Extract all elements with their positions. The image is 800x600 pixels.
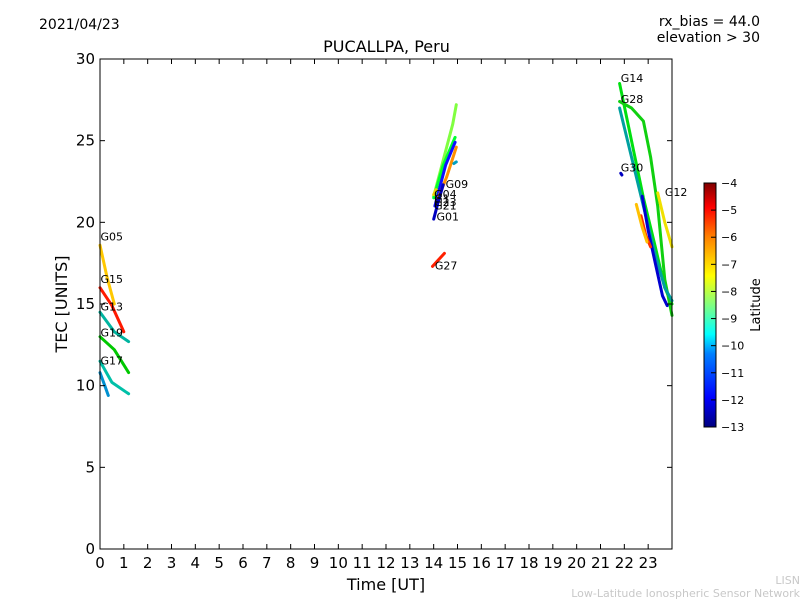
x-tick-label: 0 (95, 554, 105, 572)
colorbar-tick-label: −6 (721, 231, 737, 244)
x-tick-label: 3 (167, 554, 177, 572)
satellite-label: G04 (434, 188, 457, 201)
colorbar-ticks: −4 −5 −6 −7 −8 −9 −10 −11 −12 −13 (711, 177, 744, 434)
series-trace-11 (452, 160, 458, 165)
colorbar-tick-label: −4 (721, 177, 737, 190)
x-tick-label: 7 (262, 554, 272, 572)
y-tick-label: 30 (76, 50, 95, 68)
credit-text: LISN Low-Latitude Ionospheric Sensor Net… (571, 574, 800, 600)
series-trace-g27 (431, 251, 446, 268)
satellite-label: G17 (100, 354, 123, 367)
x-tick-label: 13 (400, 554, 419, 572)
series-trace-g17 (98, 359, 131, 396)
x-tick-label: 8 (286, 554, 296, 572)
series-trace-8 (433, 140, 457, 208)
series-trace-18 (640, 194, 669, 308)
x-tick-label: 17 (496, 554, 515, 572)
satellite-label: G15 (100, 273, 123, 286)
date-label: 2021/04/23 (39, 17, 120, 33)
satellite-label: G14 (621, 72, 644, 85)
y-tick-label: 20 (76, 213, 95, 231)
x-tick-label: 6 (238, 554, 248, 572)
x-tick-label: 1 (119, 554, 129, 572)
credit-line-1: LISN (775, 574, 800, 587)
x-tick-label: 22 (615, 554, 634, 572)
colorbar-tick-label: −12 (721, 394, 744, 407)
x-tick-label: 15 (448, 554, 467, 572)
rx-bias-label: rx_bias = 44.0 (658, 14, 760, 30)
series-trace-7 (432, 135, 457, 200)
satellite-label: G1 (434, 193, 450, 206)
x-tick-label: 5 (214, 554, 224, 572)
x-tick-label: 12 (376, 554, 395, 572)
series-trace-g01 (432, 183, 445, 221)
series-layer (98, 82, 674, 397)
series-trace-g28 (618, 100, 674, 317)
y-tick-label: 15 (76, 295, 95, 313)
x-tick-label: 20 (567, 554, 586, 572)
y-axis: 0 5 10 15 20 25 30 (76, 50, 672, 558)
series-trace-g04 (432, 188, 438, 197)
colorbar-tick-label: −5 (721, 204, 737, 217)
info-box: rx_bias = 44.0 elevation > 30 (657, 14, 760, 46)
elevation-label: elevation > 30 (656, 30, 760, 46)
colorbar (703, 182, 717, 428)
series-trace-g19 (98, 335, 131, 375)
x-tick-label: 21 (591, 554, 610, 572)
colorbar-label: Latitude (749, 278, 764, 332)
plot-area (100, 59, 672, 549)
y-axis-label: TEC [UNITS] (52, 256, 71, 354)
satellite-label: G19 (100, 327, 123, 340)
colorbar-tick-label: −13 (721, 421, 744, 434)
series-trace-g30 (619, 171, 624, 177)
satellite-label: G01 (437, 211, 460, 224)
satellite-label: G30 (621, 162, 644, 175)
satellite-label: G13 (100, 301, 123, 314)
y-tick-label: 25 (76, 132, 95, 150)
satellite-label: G27 (435, 260, 458, 273)
series-trace-g05 (98, 243, 116, 306)
series-trace-g12 (656, 191, 674, 249)
colorbar-tick-label: −7 (721, 258, 737, 271)
x-tick-label: 9 (310, 554, 320, 572)
satellite-label: G28 (621, 93, 644, 106)
series-trace-20 (634, 202, 649, 244)
x-tick-label: 18 (519, 554, 538, 572)
x-tick-label: 11 (353, 554, 372, 572)
satellite-label: G23 (434, 196, 457, 209)
satellite-label: G12 (665, 186, 688, 199)
colorbar-tick-label: −9 (721, 313, 737, 326)
y-tick-label: 5 (85, 458, 95, 476)
chart-title: PUCALLPA, Peru (323, 37, 450, 56)
satellite-label: G09 (446, 178, 469, 191)
x-tick-label: 23 (639, 554, 658, 572)
x-tick-label: 19 (543, 554, 562, 572)
x-tick-label: 2 (143, 554, 153, 572)
colorbar-tick-label: −8 (721, 285, 737, 298)
x-tick-label: 4 (191, 554, 201, 572)
y-tick-label: 0 (85, 540, 95, 558)
x-tick-label: 16 (472, 554, 491, 572)
colorbar-tick-label: −10 (721, 340, 744, 353)
series-trace-g15 (98, 286, 126, 334)
satellite-label: G05 (100, 230, 123, 243)
x-axis-label: Time [UT] (346, 575, 425, 594)
credit-line-2: Low-Latitude Ionospheric Sensor Network (571, 587, 800, 600)
colorbar-tick-label: −11 (721, 367, 744, 380)
satellite-label: G21 (434, 199, 457, 212)
x-axis: 0 1 2 3 4 5 6 7 8 9 10 11 12 13 14 15 16 17 18 19 20 21 22 23 (95, 59, 658, 572)
x-tick-label: 14 (424, 554, 443, 572)
x-tick-label: 10 (329, 554, 348, 572)
y-tick-label: 10 (76, 377, 95, 395)
series-trace-g13 (98, 310, 131, 344)
